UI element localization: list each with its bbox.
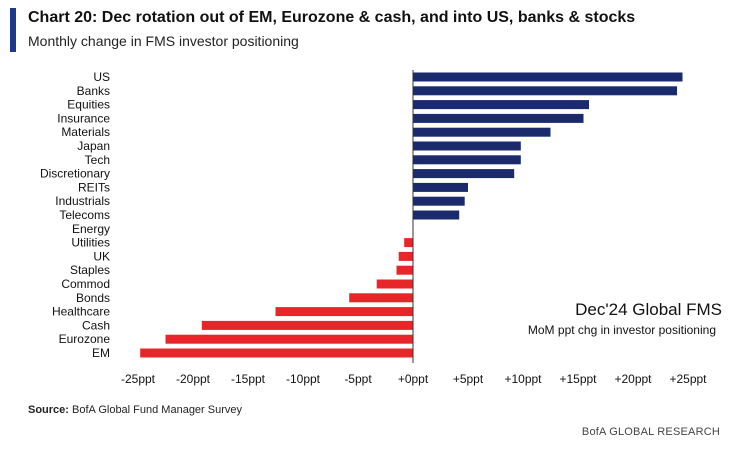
bar-uk bbox=[398, 251, 413, 261]
bar-insurance bbox=[413, 113, 584, 123]
source-note: Source: BofA Global Fund Manager Survey bbox=[28, 404, 242, 416]
category-label: Bonds bbox=[76, 291, 110, 305]
category-label: Materials bbox=[61, 125, 110, 139]
bar-equities bbox=[413, 100, 589, 110]
bar-materials bbox=[413, 127, 551, 137]
bar-commod bbox=[376, 279, 413, 289]
bar-discretionary bbox=[413, 169, 515, 179]
category-label: EM bbox=[92, 346, 110, 360]
chart-subtitle: Monthly change in FMS investor positioni… bbox=[28, 33, 299, 49]
category-label: Staples bbox=[70, 263, 110, 277]
bar-banks bbox=[413, 86, 677, 96]
annotation-subtitle: MoM ppt chg in investor positioning bbox=[528, 323, 716, 337]
category-label: Telecoms bbox=[59, 208, 110, 222]
x-tick-label: -5ppt bbox=[344, 372, 372, 386]
category-label: US bbox=[93, 70, 110, 84]
bar-em bbox=[140, 348, 413, 358]
category-label: Utilities bbox=[71, 236, 110, 250]
bar-us bbox=[413, 72, 683, 82]
source-label: Source: bbox=[28, 404, 69, 416]
bar-staples bbox=[396, 265, 413, 275]
category-label: Eurozone bbox=[59, 332, 111, 346]
bar-japan bbox=[413, 141, 521, 151]
bar-eurozone bbox=[165, 334, 413, 344]
bar-healthcare bbox=[275, 307, 413, 317]
category-label: UK bbox=[93, 249, 110, 263]
x-tick-label: -10ppt bbox=[286, 372, 321, 386]
branding: BofA GLOBAL RESEARCH bbox=[581, 426, 720, 438]
category-label: Insurance bbox=[57, 111, 110, 125]
annotation-title: Dec'24 Global FMS bbox=[575, 300, 722, 319]
category-label: REITs bbox=[78, 180, 110, 194]
bar-reits bbox=[413, 182, 468, 192]
category-label: Commod bbox=[61, 277, 110, 291]
bar-cash bbox=[201, 320, 413, 330]
title-accent-bar bbox=[10, 8, 16, 52]
category-label: Equities bbox=[67, 98, 110, 112]
bars-group bbox=[140, 72, 683, 358]
category-label: Industrials bbox=[55, 194, 110, 208]
bar-bonds bbox=[349, 293, 413, 303]
category-label: Energy bbox=[72, 222, 110, 236]
bar-utilities bbox=[404, 238, 413, 248]
category-label: Japan bbox=[77, 139, 110, 153]
bar-tech bbox=[413, 155, 521, 165]
x-tick-label: +15ppt bbox=[559, 372, 597, 386]
x-tick-label: +10ppt bbox=[504, 372, 542, 386]
category-label: Cash bbox=[82, 318, 110, 332]
x-tick-label: +0ppt bbox=[398, 372, 429, 386]
x-axis-ticks: -25ppt -20ppt -15ppt -10ppt -5ppt +0ppt +5ppt +… bbox=[121, 372, 707, 386]
bar-telecoms bbox=[413, 210, 460, 220]
category-label: Banks bbox=[77, 84, 110, 98]
x-tick-label: -15ppt bbox=[231, 372, 266, 386]
category-label: Tech bbox=[85, 153, 110, 167]
x-tick-label: +5ppt bbox=[453, 372, 484, 386]
category-label: Discretionary bbox=[40, 167, 110, 181]
x-tick-label: +25ppt bbox=[669, 372, 707, 386]
bar-industrials bbox=[413, 196, 465, 206]
category-label: Healthcare bbox=[52, 305, 110, 319]
source-text: BofA Global Fund Manager Survey bbox=[68, 404, 243, 416]
category-labels: USBanksEquitiesInsuranceMaterialsJapanTe… bbox=[40, 70, 110, 360]
chart-title: Chart 20: Dec rotation out of EM, Eurozo… bbox=[28, 9, 636, 26]
x-tick-label: -25ppt bbox=[121, 372, 156, 386]
x-tick-label: +20ppt bbox=[614, 372, 652, 386]
x-tick-label: -20ppt bbox=[176, 372, 211, 386]
